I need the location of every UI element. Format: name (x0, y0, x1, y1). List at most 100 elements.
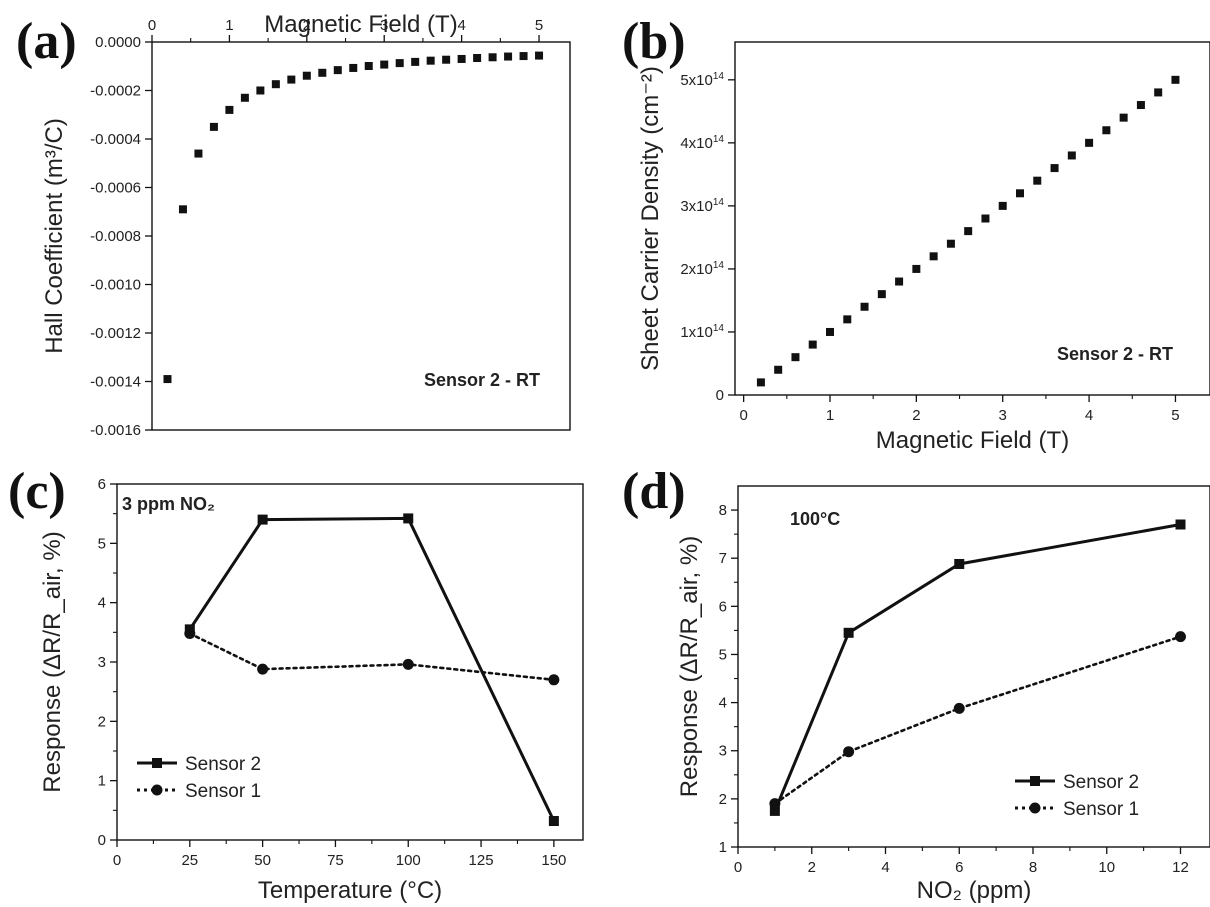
x-tick-label: 0 (113, 852, 121, 869)
data-point-s1-1 (843, 746, 855, 758)
chart-panel-1: (b) 0 1x1014 2x1014 3x1014 4x1014 5x1014 0 1 2 3 4 5… (622, 13, 1210, 454)
data-point-s0-2 (954, 558, 965, 569)
x-tick-label: 0 (734, 859, 742, 876)
data-point-s0-14 (380, 60, 389, 69)
data-point-s0-23 (519, 52, 528, 61)
data-point-s0-11 (946, 239, 955, 248)
data-point-s0-5 (240, 93, 249, 102)
data-point-s0-20 (1102, 126, 1111, 135)
data-point-s0-4 (225, 105, 234, 114)
data-point-s0-18 (1067, 151, 1076, 160)
x-tick-label: 3 (999, 407, 1007, 424)
data-point-s0-8 (895, 277, 904, 286)
y-axis-label: Response (ΔR/R_air, %) (39, 531, 66, 792)
data-point-s0-22 (1136, 101, 1145, 110)
y-axis-label: Response (ΔR/R_air, %) (676, 536, 703, 797)
data-point-s0-3 (209, 122, 218, 131)
panel-label: (b) (622, 13, 686, 70)
data-point-s0-19 (457, 54, 466, 63)
data-point-s0-2 (194, 149, 203, 158)
legend-label-0: Sensor 2 (1063, 772, 1139, 793)
data-point-s0-16 (411, 57, 420, 66)
data-point-s0-3 (1175, 519, 1186, 530)
data-point-s0-17 (426, 56, 435, 65)
y-tick-label: -0.0014 (90, 374, 141, 391)
y-tick-label: -0.0006 (90, 180, 141, 197)
x-tick-label: 5 (535, 17, 543, 34)
y-tick-label: 8 (719, 502, 727, 519)
x-tick-label: 4 (1085, 407, 1093, 424)
x-tick-label: 75 (327, 852, 344, 869)
data-point-s0-21 (1119, 113, 1128, 122)
x-tick-label: 100 (396, 852, 421, 869)
x-tick-label: 1 (225, 17, 233, 34)
data-point-s0-9 (912, 264, 921, 273)
y-tick-label: 1 (98, 773, 106, 790)
y-tick-label: 7 (719, 550, 727, 567)
x-tick-label: 10 (1098, 859, 1115, 876)
y-tick-label: 2 (719, 791, 727, 808)
y-tick-label: -0.0016 (90, 422, 141, 439)
data-point-s0-5 (843, 315, 852, 324)
data-point-s1-2 (402, 658, 414, 670)
legend-marker-0 (1030, 776, 1040, 786)
data-point-s1-0 (184, 628, 196, 640)
y-tick-label: 3 (98, 654, 106, 671)
x-tick-label: 1 (826, 407, 834, 424)
chart-annotation: 100°C (790, 509, 840, 529)
plot-frame (734, 41, 1210, 396)
x-tick-label: 150 (541, 852, 566, 869)
y-axis-label: Sheet Carrier Density (cm⁻²) (637, 66, 664, 371)
chart-panel-2: (c) 0 1 2 3 4 5 6 0 25 50 75 100 125 150 Temperature (°… (8, 463, 584, 904)
plot-frame (737, 485, 1210, 848)
y-tick-label: -0.0010 (90, 277, 141, 294)
x-tick-label: 12 (1172, 859, 1189, 876)
series-line-1 (773, 635, 1182, 805)
data-point-s1-0 (769, 798, 781, 810)
chart-annotation: 3 ppm NO₂ (122, 494, 215, 514)
data-point-s0-0 (756, 378, 765, 387)
data-point-s0-1 (843, 627, 854, 638)
data-point-s0-22 (504, 52, 513, 61)
y-tick-label: 6 (719, 598, 727, 615)
legend-marker-1 (151, 784, 163, 796)
chart-annotation: Sensor 2 - RT (1057, 344, 1173, 364)
x-axis-label: Temperature (°C) (258, 877, 442, 904)
data-point-s0-1 (774, 365, 783, 374)
chart-annotation: Sensor 2 - RT (424, 370, 540, 390)
data-point-s0-11 (333, 66, 342, 75)
y-tick-label: -0.0002 (90, 83, 141, 100)
data-point-s0-6 (256, 86, 265, 95)
legend-label-0: Sensor 2 (185, 754, 261, 775)
data-point-s0-19 (1085, 138, 1094, 147)
x-tick-label: 2 (303, 17, 311, 34)
y-tick-label: 3 (719, 743, 727, 760)
data-point-s1-1 (257, 663, 269, 675)
x-tick-label: 3 (380, 17, 388, 34)
series-line-1 (188, 632, 556, 682)
data-point-s0-0 (163, 375, 172, 384)
y-tick-label: -0.0012 (90, 325, 141, 342)
data-point-s0-9 (302, 71, 311, 80)
y-tick-label: 0.0000 (95, 34, 141, 51)
data-point-s0-2 (791, 353, 800, 362)
x-tick-label: 4 (457, 17, 465, 34)
data-point-s0-12 (349, 63, 358, 72)
data-point-s0-7 (877, 290, 886, 299)
y-tick-label: -0.0008 (90, 228, 141, 245)
x-tick-label: 2 (912, 407, 920, 424)
x-tick-label: 2 (808, 859, 816, 876)
data-point-s0-20 (473, 54, 482, 63)
data-point-s0-13 (981, 214, 990, 223)
data-point-s0-1 (257, 514, 268, 525)
y-tick-label: 0 (98, 832, 106, 849)
legend-marker-1 (1029, 802, 1041, 814)
data-point-s0-18 (442, 55, 451, 64)
data-point-s0-23 (1154, 88, 1163, 97)
y-tick-label: 0 (716, 387, 724, 404)
data-point-s0-2 (403, 513, 414, 524)
data-point-s0-24 (1171, 75, 1180, 84)
y-tick-label: 5 (98, 535, 106, 552)
data-point-s0-15 (395, 59, 404, 68)
